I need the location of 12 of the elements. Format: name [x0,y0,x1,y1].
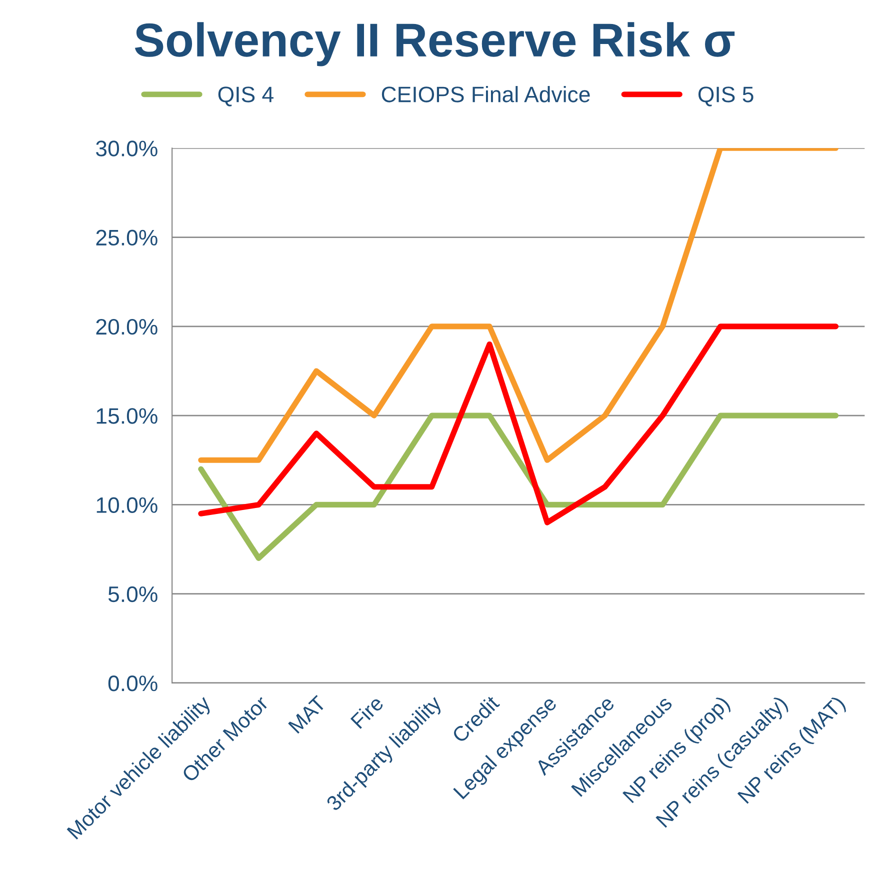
legend-label: QIS 4 [218,86,274,106]
y-tick-label: 30.0% [96,140,158,156]
y-tick-label: 15.0% [96,408,158,424]
legend-label: CEIOPS Final Advice [382,86,590,102]
y-tick-label: 0.0% [108,676,158,692]
y-tick-label: 25.0% [96,230,158,246]
y-tick-label: 20.0% [96,318,158,335]
y-tick-label: 5.0% [108,586,158,602]
chart-title: Solvency II Reserve Risk σ [134,22,735,66]
y-tick-label: 10.0% [96,497,158,513]
legend-label: QIS 5 [698,86,754,106]
x-tick-label: Fire [350,694,384,730]
